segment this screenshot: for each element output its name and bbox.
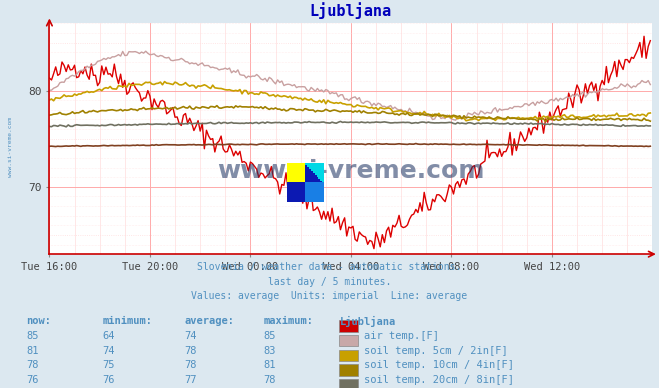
Text: Slovenia / weather data - automatic stations.: Slovenia / weather data - automatic stat… — [197, 262, 462, 272]
Text: soil temp. 10cm / 4in[F]: soil temp. 10cm / 4in[F] — [364, 360, 515, 371]
Text: 64: 64 — [102, 331, 115, 341]
Text: 78: 78 — [185, 346, 197, 356]
Text: 85: 85 — [264, 331, 276, 341]
Text: 78: 78 — [26, 360, 39, 371]
Text: now:: now: — [26, 316, 51, 326]
Text: air temp.[F]: air temp.[F] — [364, 331, 440, 341]
Text: www.si-vreme.com: www.si-vreme.com — [8, 118, 13, 177]
Text: 76: 76 — [26, 375, 39, 385]
Text: 76: 76 — [102, 375, 115, 385]
Text: Values: average  Units: imperial  Line: average: Values: average Units: imperial Line: av… — [191, 291, 468, 301]
Text: 78: 78 — [185, 360, 197, 371]
Text: 81: 81 — [26, 346, 39, 356]
Text: average:: average: — [185, 316, 235, 326]
Text: last day / 5 minutes.: last day / 5 minutes. — [268, 277, 391, 287]
Text: maximum:: maximum: — [264, 316, 314, 326]
Text: 75: 75 — [102, 360, 115, 371]
Text: 74: 74 — [102, 346, 115, 356]
Text: 74: 74 — [185, 331, 197, 341]
Text: www.si-vreme.com: www.si-vreme.com — [217, 159, 484, 183]
Text: soil temp. 20cm / 8in[F]: soil temp. 20cm / 8in[F] — [364, 375, 515, 385]
Text: 83: 83 — [264, 346, 276, 356]
Text: minimum:: minimum: — [102, 316, 152, 326]
Text: Ljubljana: Ljubljana — [339, 316, 395, 327]
Text: 81: 81 — [264, 360, 276, 371]
Text: 85: 85 — [26, 331, 39, 341]
Text: 78: 78 — [264, 375, 276, 385]
Text: soil temp. 5cm / 2in[F]: soil temp. 5cm / 2in[F] — [364, 346, 508, 356]
Text: 77: 77 — [185, 375, 197, 385]
Title: Ljubljana: Ljubljana — [310, 2, 392, 19]
